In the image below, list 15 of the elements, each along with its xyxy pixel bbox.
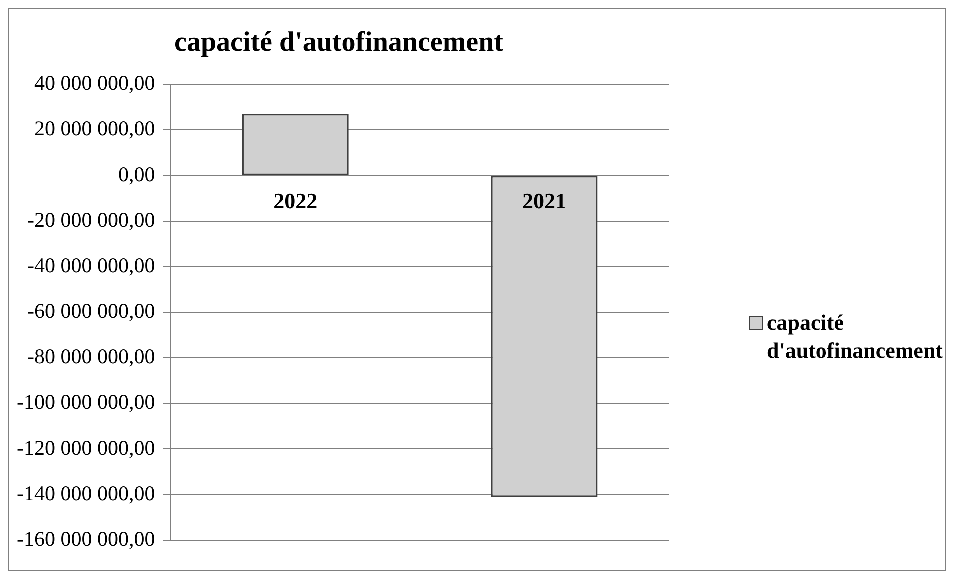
y-tick-label: 0,00 [118,162,156,186]
y-tick-label: -160 000 000,00 [16,526,156,551]
y-tick-label: -20 000 000,00 [27,208,156,232]
x-tick-label: 2021 [522,188,567,214]
y-tick-label: -40 000 000,00 [27,253,156,278]
chart-title: capacité d'autofinancement [174,27,504,58]
y-tick-label: -80 000 000,00 [27,344,156,369]
y-tick-label: 40 000 000,00 [34,71,156,96]
y-tick-label: -100 000 000,00 [16,390,156,414]
x-tick-label: 2022 [274,188,318,214]
y-tick-label: -120 000 000,00 [16,436,156,460]
y-tick-label: -140 000 000,00 [16,481,156,506]
y-tick-label: -60 000 000,00 [27,299,156,324]
legend-label: capacité d'autofinancement [767,309,944,365]
y-tick-label: 20 000 000,00 [34,116,156,141]
